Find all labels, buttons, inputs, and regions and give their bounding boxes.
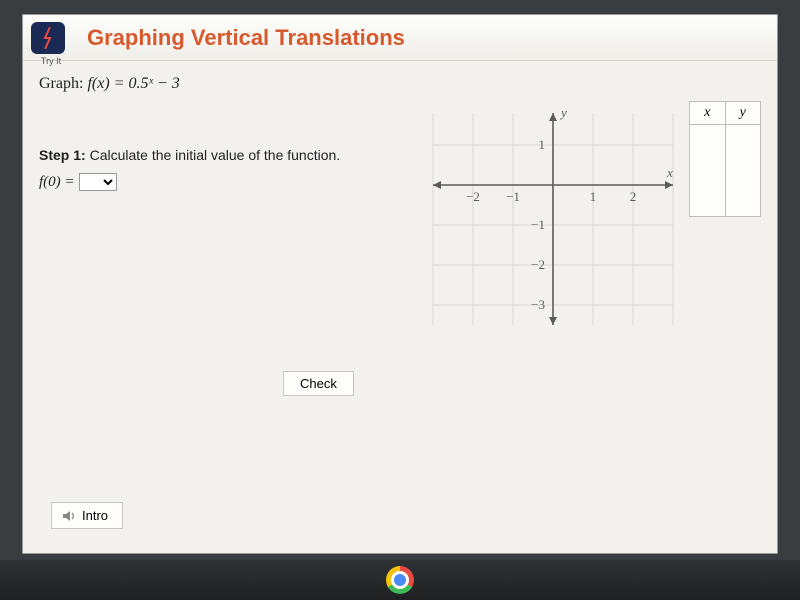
f0-select[interactable]: [79, 173, 117, 191]
desktop-frame: Try It Graphing Vertical Translations Gr…: [0, 0, 800, 600]
content-area: Graph: f(x) = 0.5ˣ − 3 Step 1: Calculate…: [23, 61, 777, 553]
intro-button[interactable]: Intro: [51, 502, 123, 529]
step-text: Calculate the initial value of the funct…: [86, 147, 341, 163]
taskbar: [0, 560, 800, 600]
svg-text:y: y: [559, 105, 567, 120]
check-button[interactable]: Check: [283, 371, 354, 396]
lesson-title: Graphing Vertical Translations: [87, 25, 405, 51]
tryit-icon[interactable]: [31, 22, 65, 54]
xy-table: x y: [689, 101, 761, 217]
table-cell-y[interactable]: [725, 125, 761, 217]
svg-text:−1: −1: [531, 217, 545, 232]
problem-statement: Graph: f(x) = 0.5ˣ − 3: [39, 75, 761, 93]
title-bar: Try It Graphing Vertical Translations: [23, 15, 777, 61]
table-header-y: y: [725, 102, 761, 125]
speaker-icon: [62, 509, 76, 523]
svg-text:1: 1: [539, 137, 546, 152]
svg-text:−3: −3: [531, 297, 545, 312]
step-label: Step 1:: [39, 147, 86, 163]
svg-text:−2: −2: [531, 257, 545, 272]
function-expression: f(x) = 0.5ˣ − 3: [87, 75, 179, 92]
chrome-icon[interactable]: [386, 566, 414, 594]
svg-text:−1: −1: [506, 189, 520, 204]
table-cell-x[interactable]: [690, 125, 726, 217]
lesson-window: Try It Graphing Vertical Translations Gr…: [22, 14, 778, 554]
f0-label: f(0) =: [39, 174, 75, 191]
intro-label: Intro: [82, 508, 108, 523]
svg-text:−2: −2: [466, 189, 480, 204]
coordinate-plane[interactable]: −2 −1 1 2 1 −1 −2 −3 x y: [413, 105, 693, 405]
graph-prefix: Graph:: [39, 75, 87, 92]
table-header-x: x: [690, 102, 726, 125]
svg-text:2: 2: [630, 189, 637, 204]
svg-text:1: 1: [590, 189, 597, 204]
svg-text:x: x: [666, 165, 673, 180]
